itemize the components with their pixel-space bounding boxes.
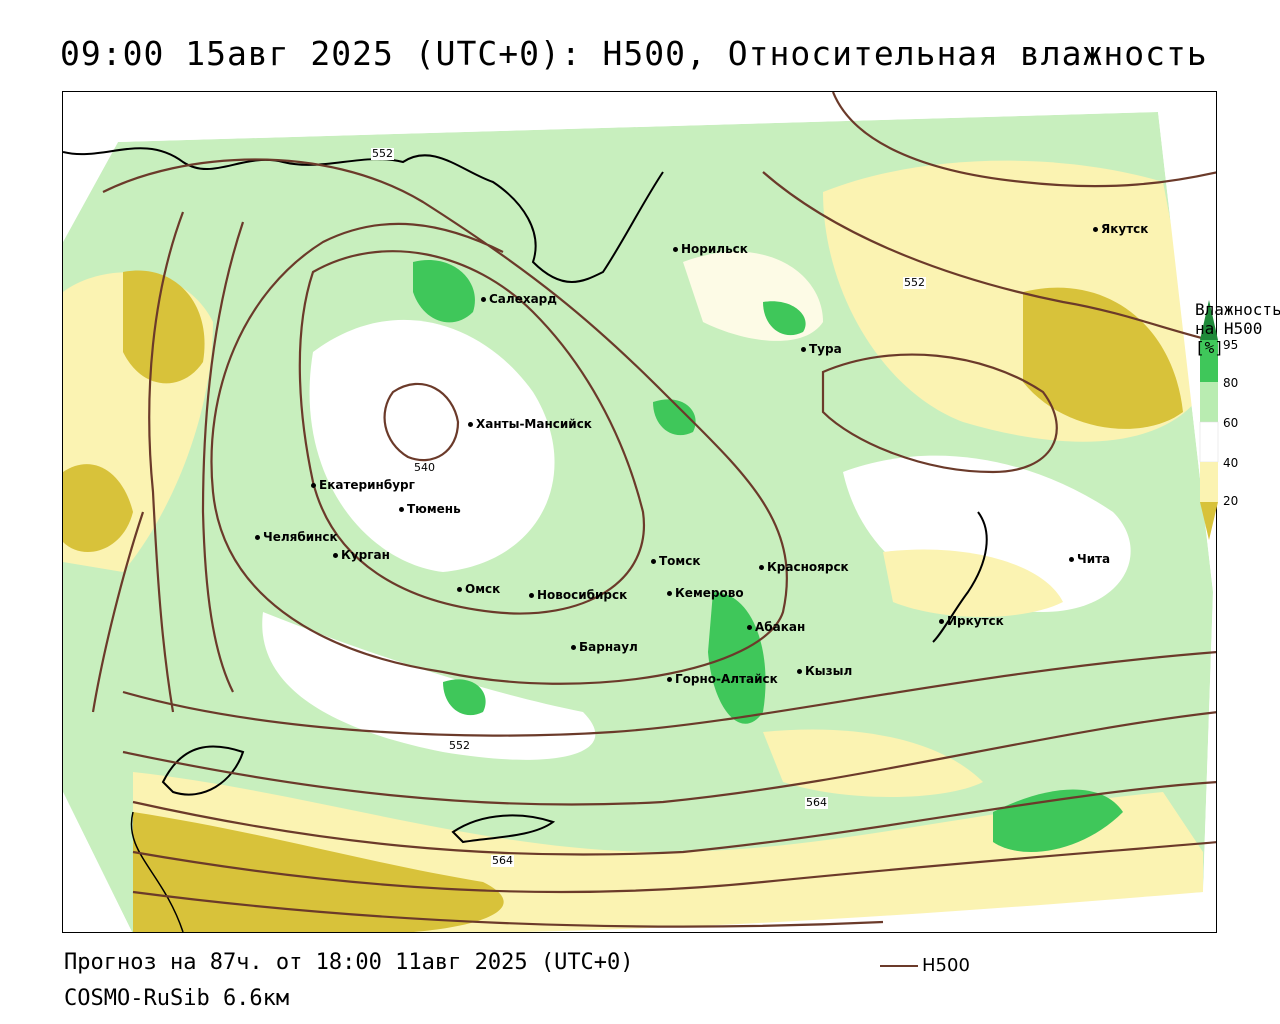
city-abakan: Абакан <box>747 620 805 634</box>
city-omsk: Омск <box>457 582 500 596</box>
h500-contours <box>91 92 1216 928</box>
legend-tick: 20 <box>1223 494 1239 508</box>
map-title: 09:00 15авг 2025 (UTC+0): H500, Относите… <box>60 34 1208 73</box>
city-irkutsk: Иркутск <box>939 614 1004 628</box>
contour-key-label: H500 <box>922 955 970 976</box>
legend-tick: 80 <box>1223 376 1239 390</box>
city-chelyabinsk: Челябинск <box>255 530 338 544</box>
legend-title: Влажность на H500 [%] <box>1195 300 1280 357</box>
city-novosibirsk: Новосибирск <box>529 588 627 602</box>
city-kyzyl: Кызыл <box>797 664 852 678</box>
contour-label: 564 <box>491 854 514 867</box>
city-tyumen: Тюмень <box>399 502 461 516</box>
contour-label: 552 <box>448 739 471 752</box>
legend: 95 80 60 40 20 <box>1195 300 1280 600</box>
city-salekhard: Салехард <box>481 292 557 306</box>
humidity-field <box>63 92 1216 932</box>
contour-key: H500 <box>880 955 970 976</box>
contour-label: 564 <box>805 796 828 809</box>
legend-colorbar <box>1199 300 1219 540</box>
contour-label: 540 <box>413 461 436 474</box>
model-name: COSMO-RuSib 6.6км <box>64 986 290 1011</box>
contour-label: 552 <box>903 276 926 289</box>
map-area: 552 540 552 552 564 564 Норильск Якутск … <box>62 91 1217 933</box>
city-yakutsk: Якутск <box>1093 222 1148 236</box>
city-krasnoyarsk: Красноярск <box>759 560 849 574</box>
forecast-info: Прогноз на 87ч. от 18:00 11авг 2025 (UTC… <box>64 950 634 975</box>
city-khanty-mansiysk: Ханты-Мансийск <box>468 417 592 431</box>
legend-tick: 95 <box>1223 338 1239 352</box>
contour-key-line <box>880 965 918 967</box>
city-kurgan: Курган <box>333 548 390 562</box>
city-kemerovo: Кемерово <box>667 586 744 600</box>
legend-tick: 40 <box>1223 456 1239 470</box>
city-tura: Тура <box>801 342 842 356</box>
contour-label: 552 <box>371 147 394 160</box>
legend-tick: 60 <box>1223 416 1239 430</box>
city-gorno-altaysk: Горно-Алтайск <box>667 672 778 686</box>
city-norilsk: Норильск <box>673 242 748 256</box>
city-chita: Чита <box>1069 552 1110 566</box>
city-yekaterinburg: Екатеринбург <box>311 478 415 492</box>
city-tomsk: Томск <box>651 554 701 568</box>
city-barnaul: Барнаул <box>571 640 638 654</box>
